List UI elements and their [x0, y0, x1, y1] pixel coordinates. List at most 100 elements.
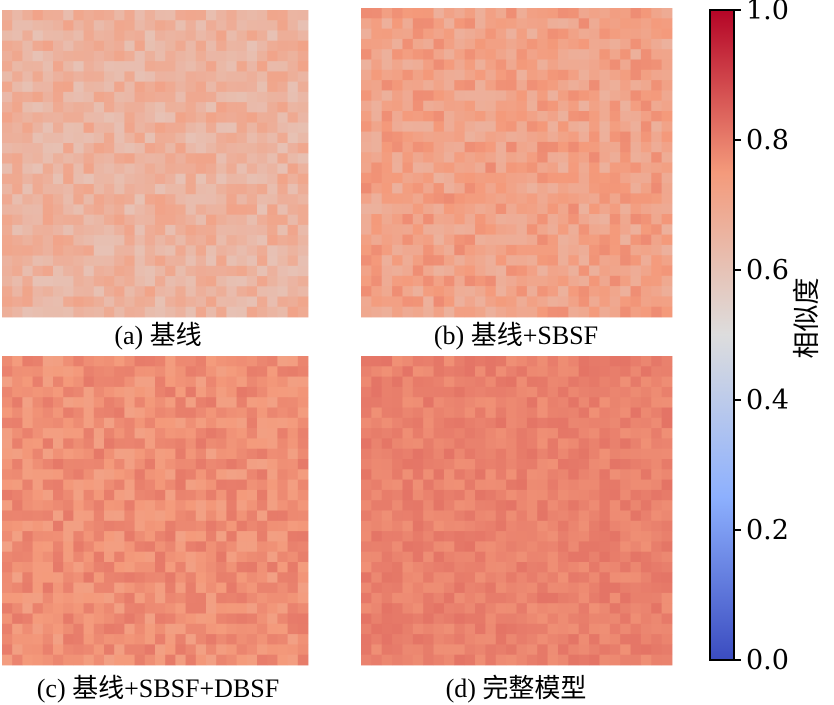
heatmap-cell	[12, 510, 23, 522]
heatmap-cell	[506, 162, 517, 174]
heatmap-cell	[361, 376, 372, 388]
heatmap-cell	[599, 141, 611, 153]
heatmap-cell	[485, 100, 497, 112]
heatmap-cell	[83, 122, 95, 134]
heatmap-cell	[216, 286, 227, 297]
heatmap-cell	[22, 81, 33, 93]
heatmap-cell	[578, 592, 590, 604]
heatmap-cell	[475, 80, 486, 91]
heatmap-cell	[609, 479, 621, 491]
heatmap-cell	[246, 592, 258, 604]
heatmap-cell	[381, 407, 393, 419]
heatmap-cell	[578, 111, 590, 122]
heatmap-cell	[661, 551, 673, 563]
heatmap-cell	[257, 276, 268, 287]
heatmap-cell	[557, 623, 569, 635]
heatmap-cell	[485, 8, 497, 19]
heatmap-cell	[195, 551, 207, 563]
heatmap-cell	[599, 531, 611, 542]
heatmap-cell	[165, 613, 176, 625]
heatmap-cell	[443, 448, 455, 460]
heatmap-cell	[589, 551, 600, 563]
heatmap-cell	[464, 80, 476, 91]
heatmap-cell	[381, 613, 393, 625]
heatmap-cell	[433, 152, 445, 163]
heatmap-cell	[609, 80, 621, 91]
heatmap-cell	[185, 366, 197, 377]
heatmap-cell	[83, 572, 95, 583]
heatmap-cell	[506, 244, 517, 256]
heatmap-cell	[506, 193, 517, 205]
heatmap-cell	[609, 28, 621, 40]
heatmap-cell	[661, 111, 673, 122]
heatmap-cell	[599, 634, 611, 645]
heatmap-cell	[42, 245, 54, 256]
heatmap-cell	[267, 603, 278, 614]
heatmap-cell	[73, 551, 84, 563]
heatmap-cell	[392, 644, 403, 656]
heatmap-cell	[12, 541, 23, 553]
heatmap-cell	[537, 582, 548, 594]
heatmap-cell	[651, 265, 663, 277]
heatmap-cell	[144, 459, 156, 470]
heatmap-cell	[630, 90, 642, 102]
heatmap-cell	[73, 417, 84, 429]
heatmap-cell	[144, 644, 156, 656]
heatmap-cell	[104, 235, 115, 246]
heatmap-cell	[630, 397, 642, 408]
heatmap-cell	[277, 245, 288, 256]
heatmap-cell	[526, 469, 538, 480]
heatmap-cell	[63, 286, 74, 297]
heatmap-cell	[104, 153, 115, 164]
heatmap-cell	[144, 489, 156, 501]
heatmap-cell	[2, 163, 13, 175]
heatmap-cell	[495, 286, 507, 297]
heatmap-cell	[104, 122, 115, 134]
heatmap-cell	[392, 214, 403, 225]
heatmap-cell	[63, 224, 74, 236]
heatmap-cell	[277, 520, 288, 532]
heatmap-cell	[392, 59, 403, 71]
heatmap-cell	[423, 634, 434, 645]
heatmap-cell	[661, 18, 673, 29]
heatmap-cell	[63, 71, 74, 83]
heatmap-cell	[361, 244, 372, 256]
heatmap-cell	[206, 644, 217, 656]
heatmap-cell	[267, 356, 278, 367]
heatmap-cell	[599, 582, 611, 594]
heatmap-cell	[155, 613, 166, 625]
heatmap-cell	[63, 376, 74, 388]
heatmap-cell	[53, 61, 64, 72]
heatmap-cell	[454, 469, 466, 480]
heatmap-cell	[475, 634, 486, 645]
heatmap-cell	[578, 489, 590, 501]
heatmap-cell	[392, 397, 403, 408]
heatmap-cell	[42, 489, 54, 501]
heatmap-cell	[287, 397, 299, 408]
heatmap-cell	[12, 153, 23, 164]
heatmap-cell	[195, 235, 207, 246]
heatmap-cell	[371, 162, 383, 174]
heatmap-cell	[423, 69, 434, 81]
heatmap-cell	[246, 376, 258, 388]
heatmap-cell	[495, 121, 507, 132]
heatmap-cell	[63, 245, 74, 256]
heatmap-cell	[381, 644, 393, 656]
heatmap-cell	[93, 510, 105, 522]
heatmap-cell	[32, 366, 44, 377]
heatmap-cell	[547, 265, 559, 277]
heatmap-cell	[361, 265, 372, 277]
heatmap-cell	[216, 122, 227, 134]
heatmap-cell	[661, 438, 673, 450]
heatmap-cell	[495, 407, 507, 419]
heatmap-cell	[640, 613, 652, 625]
heatmap-cell	[83, 245, 95, 256]
heatmap-cell	[267, 644, 278, 656]
heatmap-cell	[144, 407, 156, 419]
heatmap-cell	[155, 296, 166, 308]
heatmap-cell	[371, 386, 383, 398]
heatmap-cell	[165, 194, 176, 205]
heatmap-cell	[475, 162, 486, 174]
heatmap-cell	[236, 81, 248, 93]
heatmap-cell	[287, 448, 299, 460]
